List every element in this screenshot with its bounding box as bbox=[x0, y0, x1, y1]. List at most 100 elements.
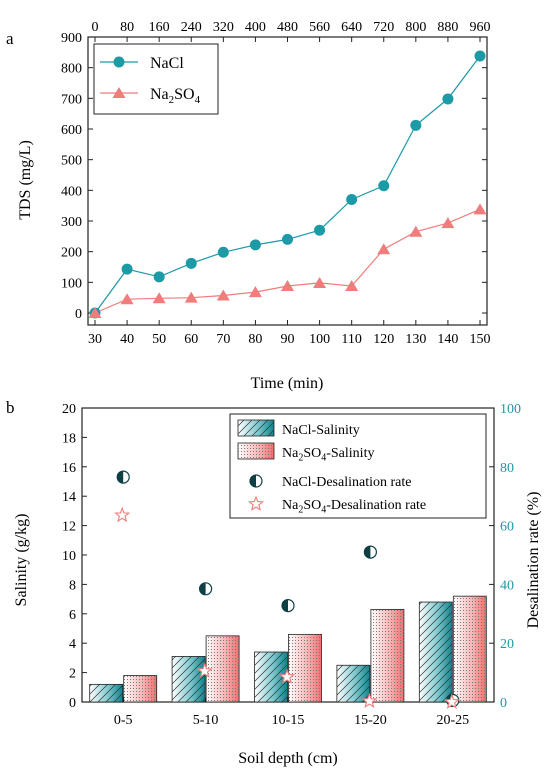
point-na2so4-desalination bbox=[443, 693, 460, 709]
x-tick-label: 130 bbox=[405, 332, 426, 347]
point-nacl bbox=[346, 194, 358, 206]
point-na2so4 bbox=[216, 289, 230, 301]
point-na2so4 bbox=[120, 293, 134, 305]
x-tick-label: 50 bbox=[152, 332, 166, 347]
panel-b-axes: 0 2 4 6 8 10 12 14 16 18 20 0 20 40 60 80 100 0-5 5-10 10-1… bbox=[62, 402, 521, 728]
y-tick-label: 200 bbox=[61, 246, 82, 261]
point-na2so4 bbox=[184, 291, 198, 303]
point-na2so4 bbox=[152, 292, 166, 304]
x-tick-label: 0-5 bbox=[114, 713, 133, 728]
point-na2so4 bbox=[281, 280, 294, 292]
y2-tick-label: 0 bbox=[500, 696, 507, 711]
panel-b-legend: NaCl-Salinity Na2SO4-Salinity NaCl-Desal… bbox=[229, 413, 487, 519]
y-tick-label: 600 bbox=[61, 123, 82, 138]
point-na2so4 bbox=[313, 276, 327, 288]
y2-tick-label: 80 bbox=[500, 461, 514, 476]
y-tick-label: 18 bbox=[62, 431, 76, 446]
legend-swatch-hatch bbox=[238, 420, 274, 436]
legend-label-nacl-salinity: NaCl-Salinity bbox=[282, 423, 360, 438]
x-tick-label: 5-10 bbox=[193, 713, 219, 728]
x-tick-label: 15-20 bbox=[354, 713, 387, 728]
x-tick-label: 20-25 bbox=[436, 713, 469, 728]
point-nacl bbox=[378, 180, 390, 192]
y-tick-label: 2 bbox=[69, 667, 76, 682]
panel-b-ylabel: Salinity (g/kg) bbox=[13, 514, 30, 607]
series-line-na2so4 bbox=[94, 208, 481, 314]
panel-b-frame bbox=[81, 407, 495, 703]
y-tick-label: 14 bbox=[62, 490, 76, 505]
legend-marker-circle-icon bbox=[113, 56, 125, 68]
point-na2so4 bbox=[248, 286, 262, 298]
half-circle-fill bbox=[117, 471, 124, 484]
y-tick-label: 10 bbox=[62, 549, 76, 564]
x-tick-label: 120 bbox=[373, 332, 394, 347]
y-tick-label: 16 bbox=[62, 461, 76, 476]
top-tick-label: 320 bbox=[213, 20, 234, 35]
y-tick-label: 800 bbox=[61, 62, 82, 77]
panel-a-label: a bbox=[6, 29, 14, 48]
point-na2so4 bbox=[409, 225, 423, 237]
y-tick-label: 500 bbox=[61, 154, 82, 169]
y-tick-label: 12 bbox=[62, 520, 76, 535]
panel-a-frame bbox=[87, 36, 488, 326]
x-tick-label: 110 bbox=[341, 332, 361, 347]
panel-a-xlabel: Time (min) bbox=[251, 375, 324, 392]
top-tick-label: 400 bbox=[245, 20, 266, 35]
top-tick-label: 480 bbox=[277, 20, 298, 35]
point-nacl-desalination bbox=[116, 470, 130, 484]
point-na2so4-desalination bbox=[361, 692, 378, 708]
top-tick-label: 0 bbox=[92, 20, 99, 35]
top-tick-label: 800 bbox=[405, 20, 426, 35]
panel-a-axes: 30 40 50 60 70 80 90 100 110 120 130 140 150 0 80 160 24… bbox=[61, 20, 491, 347]
x-tick-label: 100 bbox=[309, 332, 330, 347]
x-tick-label: 140 bbox=[437, 332, 458, 347]
point-na2so4-desalination bbox=[196, 662, 213, 678]
point-nacl bbox=[153, 271, 165, 283]
legend-label-na2so4: Na2SO4 bbox=[150, 86, 201, 106]
point-nacl bbox=[474, 50, 486, 62]
y-tick-label: 300 bbox=[61, 215, 82, 230]
point-na2so4-desalination bbox=[278, 668, 296, 684]
bar-nacl-hatch bbox=[172, 656, 206, 702]
panel-b-xlabel: Soil depth (cm) bbox=[238, 750, 338, 767]
x-tick-label: 60 bbox=[184, 332, 198, 347]
y-tick-label: 400 bbox=[61, 184, 82, 199]
panel-b-points bbox=[114, 470, 460, 709]
legend-label-nacl-desalination: NaCl-Desalination rate bbox=[282, 475, 411, 490]
bar-na2so4-dots bbox=[453, 596, 487, 702]
legend-label-nacl: NaCl bbox=[150, 55, 184, 72]
top-tick-label: 240 bbox=[181, 20, 202, 35]
top-tick-label: 560 bbox=[309, 20, 330, 35]
point-nacl bbox=[442, 93, 454, 105]
y-tick-label: 20 bbox=[62, 402, 76, 417]
x-tick-label: 70 bbox=[216, 332, 230, 347]
x-tick-label: 80 bbox=[248, 332, 262, 347]
top-tick-label: 640 bbox=[341, 20, 362, 35]
legend-half-circle-icon bbox=[249, 474, 263, 488]
x-tick-label: 90 bbox=[281, 332, 295, 347]
top-tick-label: 80 bbox=[120, 20, 134, 35]
legend-box bbox=[93, 43, 219, 115]
point-nacl bbox=[314, 224, 326, 236]
point-na2so4-desalination bbox=[114, 506, 131, 523]
x-tick-label: 150 bbox=[470, 332, 491, 347]
bar-na2so4-dots bbox=[370, 609, 404, 702]
point-nacl bbox=[185, 257, 197, 269]
y2-tick-label: 20 bbox=[500, 637, 514, 652]
y-tick-label: 6 bbox=[69, 608, 76, 623]
point-na2so4 bbox=[441, 217, 455, 229]
x-tick-label: 30 bbox=[88, 332, 102, 347]
x-tick-label: 10-15 bbox=[272, 713, 305, 728]
x-tick-label: 40 bbox=[120, 332, 134, 347]
panel-a-ylabel: TDS (mg/L) bbox=[17, 140, 34, 220]
panel-a-series bbox=[88, 50, 487, 319]
point-nacl bbox=[217, 246, 229, 258]
y2-tick-label: 100 bbox=[500, 402, 521, 417]
point-nacl bbox=[249, 239, 261, 251]
y-tick-label: 8 bbox=[69, 578, 76, 593]
panel-a: a 30 40 50 60 70 80 90 100 110 120 130 140 150 0 80 160… bbox=[6, 20, 491, 392]
y-tick-label: 100 bbox=[61, 276, 82, 291]
half-circle-fill bbox=[364, 546, 371, 559]
y-tick-label: 4 bbox=[69, 637, 76, 652]
